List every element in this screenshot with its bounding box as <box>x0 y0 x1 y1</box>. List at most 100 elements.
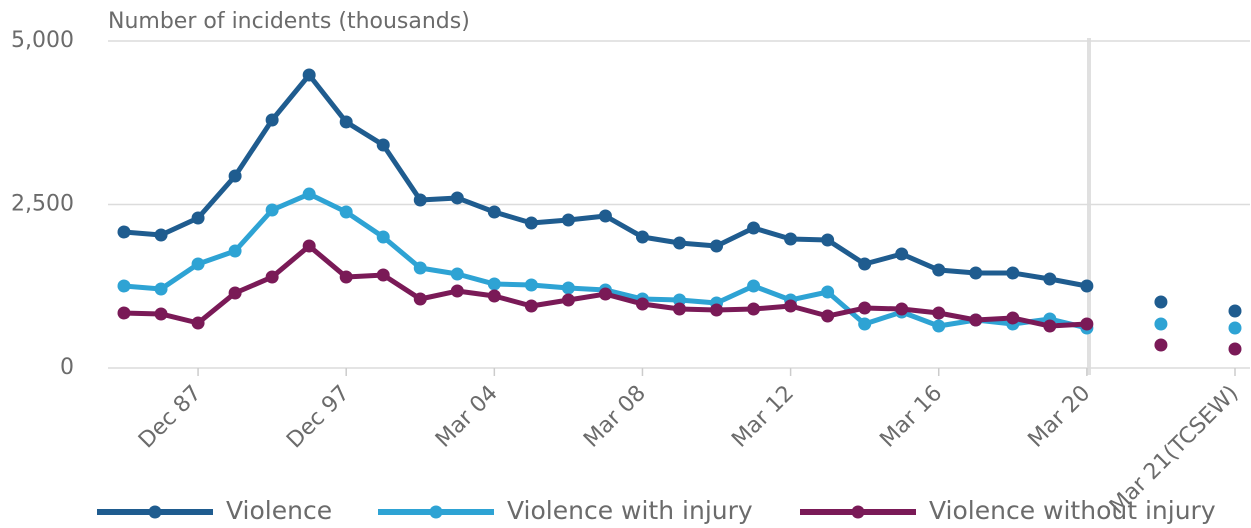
x-tick-label: Mar 12 <box>727 381 799 453</box>
y-tick-label: 0 <box>60 355 74 380</box>
data-point <box>932 306 946 320</box>
data-point <box>302 187 316 201</box>
legend-marker <box>429 505 443 519</box>
data-point <box>191 316 205 330</box>
y-tick-label: 2,500 <box>11 192 74 217</box>
legend-item: Violence without injury <box>800 496 1216 525</box>
data-point <box>154 228 168 242</box>
data-point <box>302 239 316 253</box>
data-point <box>598 287 612 301</box>
data-point <box>932 319 946 333</box>
data-point <box>1006 311 1020 325</box>
data-point <box>413 292 427 306</box>
data-point <box>561 213 575 227</box>
data-point <box>265 203 279 217</box>
data-point <box>1080 317 1094 331</box>
series-line <box>123 72 1088 289</box>
data-point <box>487 205 501 219</box>
data-point <box>858 317 872 331</box>
data-point <box>265 270 279 284</box>
legend-item: Violence <box>97 496 332 525</box>
data-point <box>117 279 131 293</box>
data-point <box>561 293 575 307</box>
data-point <box>1154 317 1168 331</box>
x-tick-label: Mar 16 <box>875 381 947 453</box>
legend-label: Violence <box>226 496 332 525</box>
data-point <box>635 297 649 311</box>
data-point <box>1043 319 1057 333</box>
data-point <box>1228 304 1242 318</box>
data-point <box>413 193 427 207</box>
data-point <box>1006 266 1020 280</box>
data-point <box>117 306 131 320</box>
data-point <box>413 261 427 275</box>
data-point <box>339 270 353 284</box>
data-point <box>821 285 835 299</box>
data-point <box>450 267 464 281</box>
data-point <box>302 68 316 82</box>
data-point <box>673 236 686 250</box>
data-point <box>635 230 649 244</box>
x-tick-label: Dec 87 <box>134 381 207 454</box>
legend-label: Violence without injury <box>929 496 1216 525</box>
data-point <box>598 209 612 223</box>
data-point <box>339 115 353 129</box>
data-point <box>1080 279 1094 293</box>
data-point <box>673 302 686 316</box>
legend-marker <box>148 505 162 519</box>
y-tick-label: 5,000 <box>11 28 74 53</box>
legend-marker <box>851 505 865 519</box>
data-point <box>228 169 242 183</box>
data-point <box>376 268 390 282</box>
data-point <box>450 191 464 205</box>
legend-label: Violence with injury <box>507 496 753 525</box>
data-point <box>228 286 242 300</box>
data-point <box>821 233 835 247</box>
data-point <box>191 211 205 225</box>
data-point <box>1228 342 1242 356</box>
data-point <box>450 284 464 298</box>
data-point <box>969 313 983 327</box>
data-point <box>1043 272 1057 286</box>
data-point <box>784 299 798 313</box>
x-tick-label: Mar 20 <box>1024 381 1096 453</box>
data-point <box>747 302 761 316</box>
data-point <box>895 247 909 261</box>
data-point <box>561 281 575 295</box>
data-point <box>228 244 242 258</box>
x-tick-label: Mar 08 <box>579 381 651 453</box>
data-point <box>747 279 761 293</box>
data-point <box>1154 295 1168 309</box>
data-point <box>524 278 538 292</box>
data-point <box>265 113 279 127</box>
data-point <box>858 301 872 315</box>
x-tick-label: Dec 97 <box>282 381 355 454</box>
data-point <box>1228 321 1242 335</box>
data-point <box>376 230 390 244</box>
data-point <box>191 257 205 271</box>
data-point <box>932 263 946 277</box>
data-point <box>969 266 983 280</box>
data-point <box>821 309 835 323</box>
data-point <box>784 232 798 246</box>
data-point <box>895 302 909 316</box>
data-point <box>376 138 390 152</box>
y-axis-title: Number of incidents (thousands) <box>108 9 470 34</box>
data-point <box>524 299 538 313</box>
data-point <box>858 257 872 271</box>
data-point <box>710 239 724 253</box>
data-point <box>487 289 501 303</box>
legend-item: Violence with injury <box>378 496 753 525</box>
data-point <box>154 307 168 321</box>
data-point <box>524 216 538 230</box>
x-tick-label: Mar 04 <box>431 381 503 453</box>
data-point <box>747 221 761 235</box>
data-point <box>673 293 686 307</box>
data-point <box>339 205 353 219</box>
data-point <box>710 303 724 317</box>
data-point <box>1154 338 1168 352</box>
data-point <box>154 282 168 296</box>
data-point <box>117 225 131 239</box>
data-point <box>487 277 501 291</box>
